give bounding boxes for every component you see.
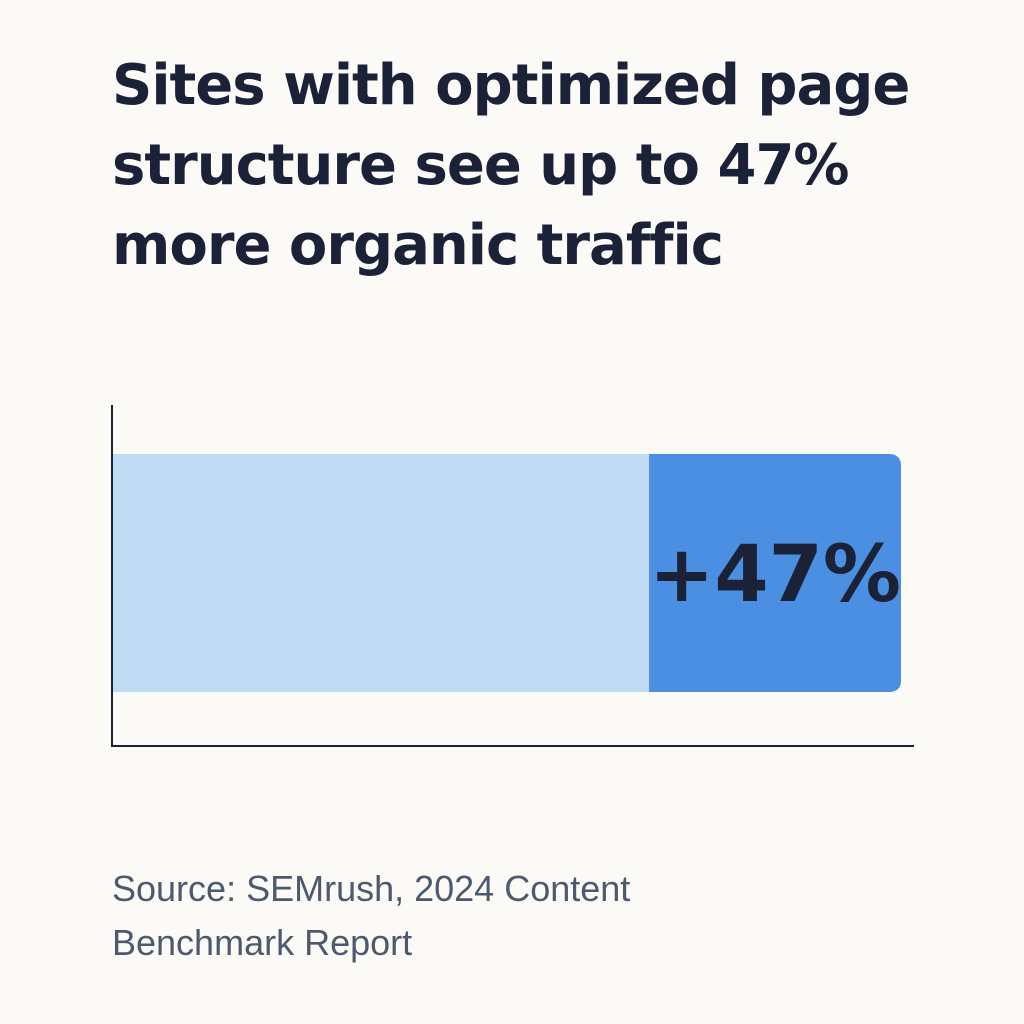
bar-increase-label: +47% [649,530,901,620]
title-line-2: structure see up to 47% [112,133,850,198]
title-line-3: more organic traffic [112,213,724,278]
bar-base-segment [113,454,650,692]
bar-increase-segment [649,454,901,692]
chart-title: Sites with optimized page structure see … [112,46,932,286]
title-line-1: Sites with optimized page [112,53,910,118]
source-note: Source: SEMrush, 2024 Content Benchmark … [112,862,812,970]
source-line-1: Source: SEMrush, 2024 Content [112,868,631,909]
source-line-2: Benchmark Report [112,922,413,963]
